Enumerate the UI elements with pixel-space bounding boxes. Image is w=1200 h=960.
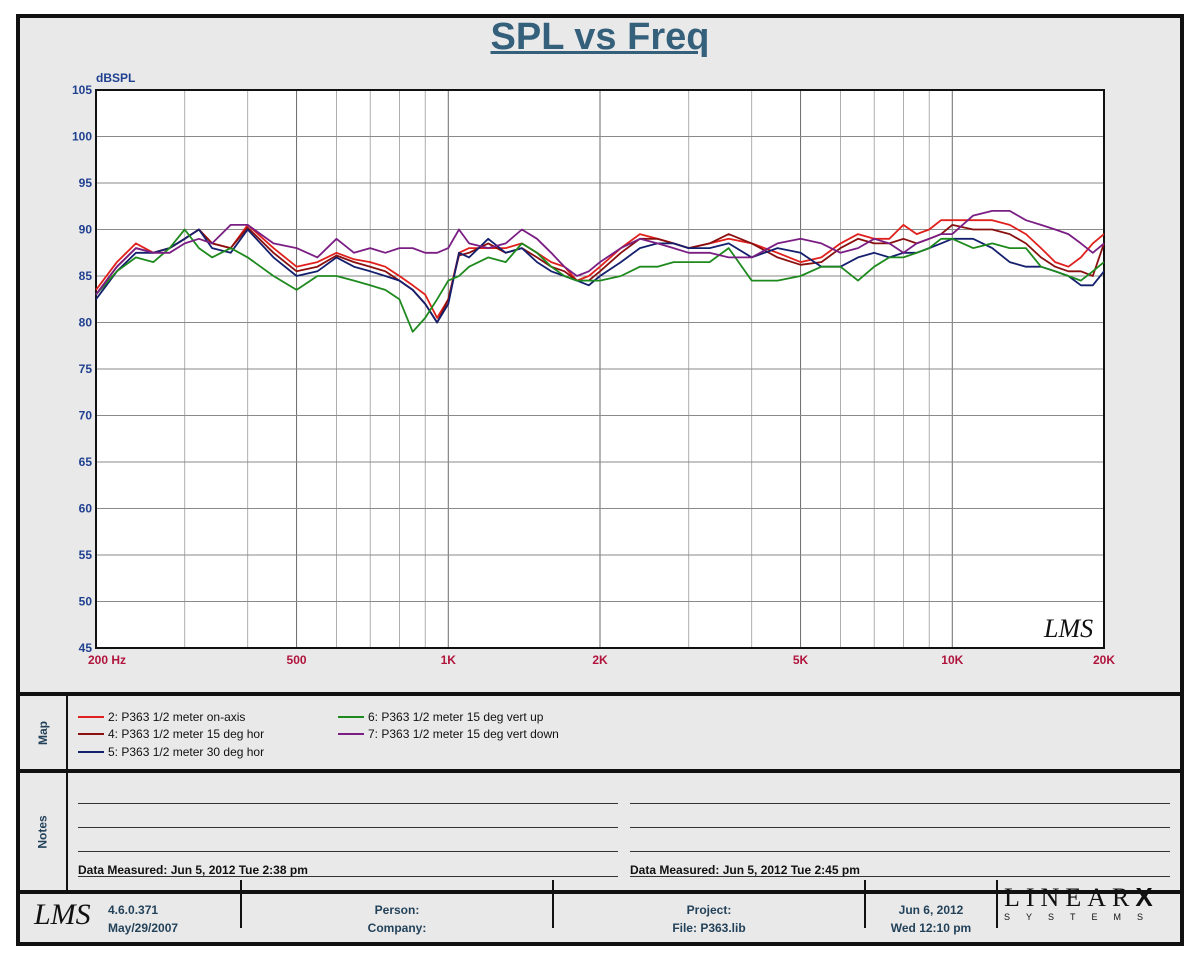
y-tick-label: 90 <box>79 223 93 237</box>
map-section-label: Map <box>20 696 66 769</box>
chart-grid <box>96 89 1104 649</box>
x-tick-label: 200 Hz <box>88 653 126 667</box>
y-tick-label: 85 <box>79 269 93 283</box>
notes-separator <box>66 773 68 890</box>
note-line <box>78 876 618 877</box>
legend-item: 6: P363 1/2 meter 15 deg vert up <box>338 710 543 724</box>
legend-item: 5: P363 1/2 meter 30 deg hor <box>78 745 264 759</box>
data-measured-left: Data Measured: Jun 5, 2012 Tue 2:38 pm <box>78 863 308 877</box>
x-tick-label: 500 <box>287 653 307 667</box>
file-label: File: P363.lib <box>672 921 746 935</box>
lms-watermark: LMS <box>1043 614 1093 643</box>
note-line <box>78 851 618 852</box>
y-tick-label: 50 <box>79 595 93 609</box>
x-tick-label: 2K <box>592 653 608 667</box>
print-date: Jun 6, 2012 <box>898 903 964 917</box>
y-tick-label: 70 <box>79 409 93 423</box>
project-block: Project: File: P363.lib <box>554 901 864 937</box>
print-time: Wed 12:10 pm <box>890 921 972 935</box>
legend-label: 6: P363 1/2 meter 15 deg vert up <box>368 710 544 724</box>
y-tick-label: 65 <box>79 455 93 469</box>
legend-label: 7: P363 1/2 meter 15 deg vert down <box>368 727 559 741</box>
divider-chart-map <box>16 692 1184 696</box>
note-line <box>630 803 1170 804</box>
legend-swatch <box>338 733 364 735</box>
note-line <box>78 827 618 828</box>
series-line <box>95 219 1105 319</box>
series-line <box>95 209 1105 296</box>
legend-label: 2: P363 1/2 meter on-axis <box>108 710 246 724</box>
date-block: Jun 6, 2012 Wed 12:10 pm <box>866 901 996 937</box>
y-tick-label: 105 <box>72 83 92 97</box>
footer-divider <box>864 880 866 928</box>
legend-swatch <box>338 716 364 718</box>
y-tick-label: 80 <box>79 316 93 330</box>
version-number: 4.6.0.371 <box>108 903 159 917</box>
x-tick-label: 5K <box>793 653 809 667</box>
version-date: May/29/2007 <box>108 921 179 935</box>
legend-swatch <box>78 716 104 718</box>
linearx-subtitle: SYSTEMS <box>1004 912 1160 922</box>
company-label: Company: <box>367 921 427 935</box>
version-block: 4.6.0.371 May/29/2007 <box>108 901 178 937</box>
lms-logo: LMS <box>34 898 91 931</box>
person-label: Person: <box>374 903 420 917</box>
y-tick-label: 75 <box>79 362 93 376</box>
footer-divider <box>996 880 998 928</box>
map-separator <box>66 696 68 769</box>
x-tick-label: 10K <box>941 653 963 667</box>
divider-map-notes <box>16 769 1184 773</box>
legend-label: 4: P363 1/2 meter 15 deg hor <box>108 727 265 741</box>
x-tick-label: 1K <box>441 653 457 667</box>
y-tick-label: 45 <box>79 641 93 655</box>
y-tick-label: 55 <box>79 548 93 562</box>
chart-title: SPL vs Freq <box>490 16 710 58</box>
legend-label: 5: P363 1/2 meter 30 deg hor <box>108 745 265 759</box>
series-line <box>95 228 1105 324</box>
y-axis-label: dBSPL <box>96 71 135 85</box>
data-measured-right: Data Measured: Jun 5, 2012 Tue 2:45 pm <box>630 863 860 877</box>
y-tick-label: 60 <box>79 502 93 516</box>
linearx-logo: LINEARX <box>1004 882 1153 913</box>
y-tick-label: 95 <box>79 176 93 190</box>
y-tick-label: 100 <box>72 130 92 144</box>
plot-border <box>95 89 1105 649</box>
x-tick-label: 20K <box>1093 653 1115 667</box>
legend-swatch <box>78 751 104 753</box>
footer-divider <box>240 880 242 928</box>
notes-label-text: Notes <box>36 814 50 849</box>
legend-swatch <box>78 733 104 735</box>
project-label: Project: <box>686 903 732 917</box>
notes-section-label: Notes <box>20 773 66 890</box>
chart-series <box>95 209 1105 333</box>
note-line <box>630 851 1170 852</box>
note-line <box>630 876 1170 877</box>
linearx-x: X <box>1135 882 1153 912</box>
legend-item: 4: P363 1/2 meter 15 deg hor <box>78 727 264 741</box>
person-block: Person: Company: <box>242 901 552 937</box>
legend-item: 7: P363 1/2 meter 15 deg vert down <box>338 727 559 741</box>
legend-item: 2: P363 1/2 meter on-axis <box>78 710 245 724</box>
series-line <box>95 228 1105 333</box>
linearx-word: LINEAR <box>1004 883 1136 912</box>
footer-divider <box>552 880 554 928</box>
note-line <box>630 827 1170 828</box>
note-line <box>78 803 618 804</box>
divider-notes-footer <box>16 890 1184 894</box>
map-label-text: Map <box>36 720 50 745</box>
